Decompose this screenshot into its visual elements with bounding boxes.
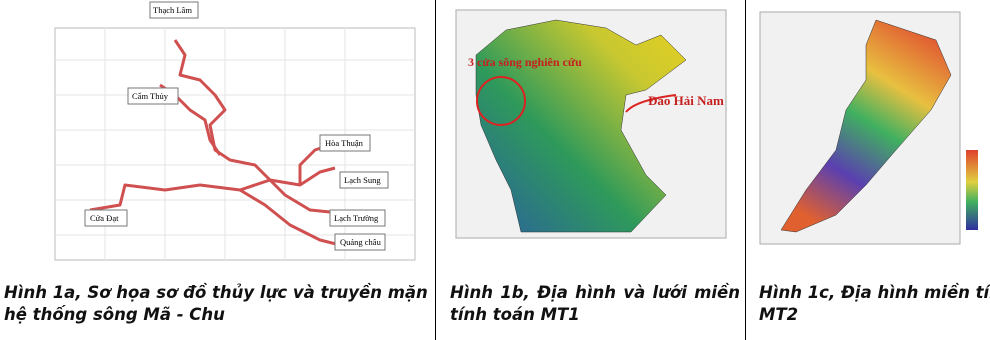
- caption: Hình 1b, Địa hình và lưới miền tính toán…: [450, 282, 740, 326]
- river-network-map: Thạch Lâm Cẩm Thủy Hòa Thuận Lạch Sung L…: [0, 0, 435, 270]
- map-label: Quảng châu: [340, 237, 382, 247]
- map-label: Cẩm Thủy: [132, 91, 169, 101]
- map-label: Lạch Sung: [344, 175, 381, 185]
- caption: Hình 1a, Sơ họa sơ đồ thủy lực và truyền…: [4, 282, 434, 326]
- map-label: Thạch Lâm: [153, 5, 192, 15]
- map-label: 3 cửa sông nghiên cứu: [468, 55, 582, 69]
- mesh-map: 3 cửa sông nghiên cứu Đảo Hải Nam: [436, 0, 745, 270]
- figure-1a: Thạch Lâm Cẩm Thủy Hòa Thuận Lạch Sung L…: [0, 0, 435, 340]
- caption: Hình 1c, Địa hình miền tính MT2: [759, 282, 990, 326]
- figure-1b: 3 cửa sông nghiên cứu Đảo Hải Nam Hình 1…: [436, 0, 745, 340]
- map-label: Lạch Trường: [334, 213, 379, 223]
- map-label: Cửa Đạt: [90, 213, 119, 223]
- map-label: Đảo Hải Nam: [648, 93, 724, 108]
- figure-row: Thạch Lâm Cẩm Thủy Hòa Thuận Lạch Sung L…: [0, 0, 990, 340]
- map-label: Hòa Thuận: [325, 138, 364, 148]
- bathymetry-map: [746, 0, 990, 270]
- figure-1c: Hình 1c, Địa hình miền tính MT2: [746, 0, 990, 340]
